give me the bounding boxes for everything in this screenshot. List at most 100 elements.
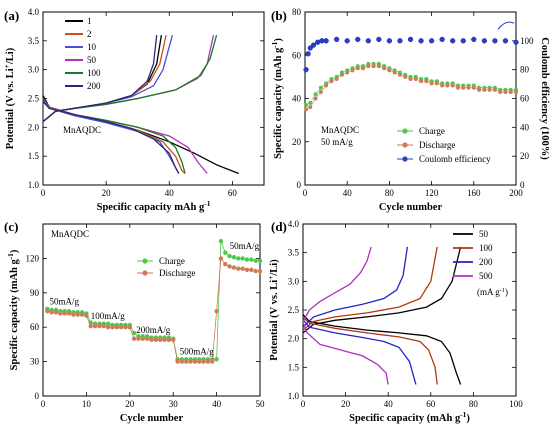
data-point	[304, 107, 309, 112]
x-tick-label: 80	[469, 399, 479, 409]
data-point	[329, 79, 334, 84]
y-tick-label: 90	[30, 288, 40, 298]
data-point	[218, 256, 224, 261]
data-point	[249, 267, 254, 273]
series-charge-curve	[302, 246, 462, 334]
legend-swatch-marker	[142, 270, 148, 276]
x-tick-label: 0	[303, 188, 308, 198]
panel-label: (d)	[271, 219, 287, 234]
data-point	[407, 36, 414, 43]
data-point	[257, 258, 263, 263]
y-right-tick-label: 100	[520, 36, 534, 46]
data-point	[131, 330, 137, 336]
data-point	[253, 268, 258, 274]
x-tick-label: 60	[426, 399, 436, 409]
data-point	[240, 266, 245, 271]
rate-label: 50mA/g	[230, 241, 260, 251]
data-point	[471, 85, 476, 90]
data-point	[84, 313, 89, 318]
data-point	[461, 85, 466, 90]
legend-label: 500	[479, 271, 493, 281]
data-point	[231, 255, 237, 260]
data-point	[450, 83, 455, 88]
data-point	[455, 85, 460, 90]
legend-label: 200	[87, 81, 101, 91]
data-point	[192, 359, 198, 364]
legend-label: 2	[87, 29, 92, 39]
y-axis-label: Specific capacity (mAh g-1)	[6, 249, 21, 370]
data-point	[223, 261, 228, 267]
data-point	[318, 85, 323, 90]
data-point	[162, 337, 167, 343]
series-charge-curve	[42, 34, 163, 123]
data-point	[424, 79, 429, 84]
data-point	[334, 36, 340, 43]
series-discharge-curve	[302, 319, 417, 385]
panel-label: (a)	[4, 8, 19, 23]
x-tick-label: 80	[385, 188, 395, 198]
data-point	[97, 323, 102, 329]
series-line	[305, 63, 516, 106]
data-point	[45, 308, 50, 314]
data-point	[397, 72, 402, 77]
data-point	[88, 323, 93, 329]
y-tick-label: 30	[30, 357, 40, 367]
data-point	[503, 90, 508, 95]
x-tick-label: 30	[169, 399, 179, 409]
data-point	[205, 359, 211, 364]
y-right-tick-label: 80	[520, 65, 530, 75]
sample-annotation: MnAQDC	[321, 125, 359, 135]
data-point	[227, 264, 232, 269]
data-point	[214, 357, 219, 362]
data-point	[92, 323, 98, 329]
legend-label: 200	[479, 257, 493, 267]
data-point	[514, 90, 518, 95]
y-tick-label: 120	[26, 253, 40, 263]
data-point	[231, 265, 237, 270]
axis-arrow	[497, 21, 515, 30]
y-right-tick-label: 0	[520, 180, 525, 190]
data-point	[445, 83, 450, 88]
data-point	[136, 336, 141, 341]
data-point	[184, 359, 189, 364]
data-point	[53, 310, 59, 315]
data-point	[236, 256, 241, 261]
y-axis-label: Specific capacity (mAh g-1)	[270, 38, 285, 159]
y-tick-label: 4.0	[28, 7, 40, 17]
data-point	[214, 308, 219, 314]
data-point	[75, 312, 80, 317]
legend-label: 50	[479, 229, 489, 239]
data-point	[350, 68, 355, 73]
x-axis-label: Cycle number	[120, 413, 184, 424]
data-point	[308, 100, 313, 105]
legend-swatch-marker	[142, 258, 148, 264]
legend-swatch-marker	[402, 156, 408, 162]
data-point	[318, 90, 323, 95]
y-tick-label: 0	[297, 180, 302, 190]
plot-frame	[42, 11, 265, 186]
data-point	[105, 325, 111, 330]
legend-label: 100	[87, 68, 101, 78]
rate-annotation: 50 mA/g	[321, 137, 353, 147]
y-tick-label: 2.5	[288, 305, 300, 315]
data-point	[418, 38, 424, 44]
data-point	[305, 51, 311, 57]
y-tick-label: 3.5	[28, 36, 40, 46]
legend-swatch-marker	[402, 142, 408, 148]
data-point	[323, 38, 329, 44]
data-point	[361, 66, 366, 71]
data-point	[492, 87, 497, 92]
data-point	[149, 337, 154, 343]
data-point	[513, 39, 519, 45]
rate-label: 100mA/g	[91, 311, 126, 321]
y-tick-label: 40	[292, 94, 302, 104]
legend-label: Charge	[159, 256, 185, 266]
rate-label: 500mA/g	[180, 347, 215, 357]
x-axis-label: Specific capacity mAh g-1	[97, 199, 211, 214]
data-point	[171, 337, 176, 343]
data-point	[49, 310, 54, 315]
x-tick-label: 10	[82, 399, 92, 409]
x-tick-label: 160	[467, 188, 481, 198]
data-point	[71, 312, 76, 317]
series-charge-curve	[302, 246, 438, 331]
